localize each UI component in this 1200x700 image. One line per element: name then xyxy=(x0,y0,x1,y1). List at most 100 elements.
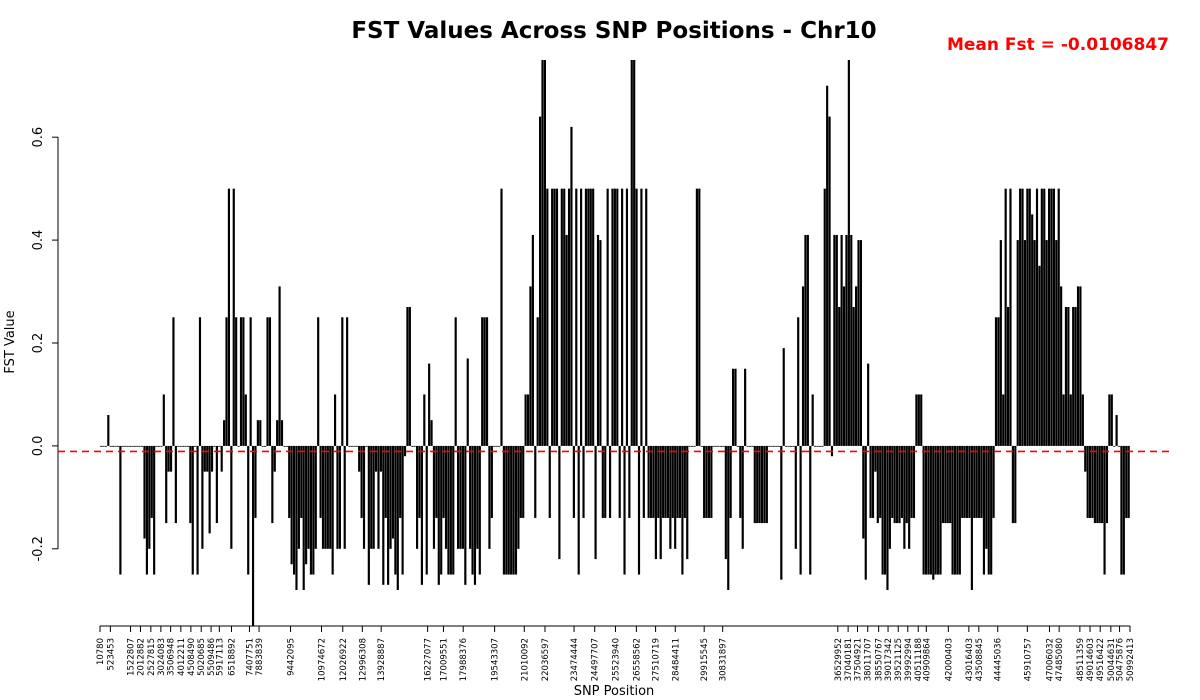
x-tick-label: 37040181 xyxy=(844,638,854,681)
fst-bar xyxy=(261,445,264,447)
fst-bar xyxy=(519,445,522,518)
fst-bar xyxy=(1088,445,1092,518)
fst-bar xyxy=(956,445,959,575)
fst-bar xyxy=(741,445,744,549)
fst-bar xyxy=(792,445,795,447)
fst-bar xyxy=(780,445,783,580)
fst-bar xyxy=(647,445,650,518)
x-tick-label: 16227077 xyxy=(424,638,434,681)
fst-bar xyxy=(589,188,592,446)
fst-bar xyxy=(1023,240,1027,446)
fst-bar xyxy=(773,445,776,447)
fst-bar xyxy=(727,445,730,590)
fst-bar xyxy=(1033,240,1036,446)
fst-bar xyxy=(633,60,636,446)
fst-bar xyxy=(384,445,387,518)
fst-bar xyxy=(266,317,269,446)
fst-bar xyxy=(116,445,120,447)
fst-bar xyxy=(225,317,228,446)
fst-bar xyxy=(965,445,969,518)
x-tick-label: 10974672 xyxy=(318,638,328,681)
fst-bar xyxy=(227,188,231,446)
fst-bar xyxy=(447,445,450,575)
fst-bar xyxy=(189,445,192,524)
fst-bar xyxy=(698,188,701,446)
fst-bar xyxy=(847,60,850,446)
fst-bar xyxy=(138,445,141,447)
fst-bar xyxy=(126,445,129,447)
fst-bar xyxy=(529,286,532,446)
fst-bar xyxy=(1060,286,1063,446)
fst-bar xyxy=(693,445,696,447)
fst-bar xyxy=(826,85,829,446)
fst-bar xyxy=(454,317,457,446)
fst-bar xyxy=(107,415,110,446)
fst-bar xyxy=(922,445,925,575)
fst-bar xyxy=(413,445,416,447)
fst-bar xyxy=(367,445,370,585)
fst-bar xyxy=(1069,394,1072,446)
fst-bar xyxy=(905,445,908,524)
fst-bar xyxy=(618,445,621,518)
fst-bar xyxy=(666,445,670,518)
fst-bar xyxy=(268,317,272,446)
fst-bar xyxy=(1105,445,1109,524)
fst-bar xyxy=(985,445,988,549)
fst-bar xyxy=(599,240,602,446)
fst-bar xyxy=(572,445,575,518)
fst-bar xyxy=(232,188,235,446)
fst-bar xyxy=(939,445,942,575)
x-tick-label: 4508490 xyxy=(187,638,197,676)
fst-bar xyxy=(283,445,286,447)
fst-bar xyxy=(760,445,764,524)
fst-bar xyxy=(1091,445,1094,518)
fst-bar xyxy=(507,445,510,575)
fst-bar xyxy=(336,445,339,549)
fst-bar xyxy=(990,445,993,575)
x-tick-label: 47485080 xyxy=(1055,638,1065,681)
fst-bar xyxy=(196,445,199,575)
fst-bar xyxy=(1028,188,1031,446)
fst-bar xyxy=(690,445,694,447)
fst-bar xyxy=(449,445,452,575)
fst-bar xyxy=(731,368,735,446)
fst-bar xyxy=(143,445,146,539)
fst-bar xyxy=(912,445,916,518)
fst-bar xyxy=(855,286,858,446)
fst-bar xyxy=(153,445,156,575)
x-tick-label: 21010092 xyxy=(520,638,530,681)
fst-bar xyxy=(1096,445,1099,524)
fst-bar xyxy=(613,188,616,446)
fst-bar xyxy=(809,445,812,575)
fst-bar xyxy=(758,445,761,524)
fst-bar xyxy=(331,445,334,575)
fst-bar xyxy=(1076,286,1080,446)
bars-group xyxy=(100,60,1130,626)
fst-bar xyxy=(751,445,754,447)
fst-bar xyxy=(736,445,739,447)
fst-bar xyxy=(1098,445,1101,524)
fst-bar xyxy=(461,445,464,549)
fst-bar xyxy=(133,445,136,447)
fst-bar xyxy=(425,445,428,575)
fst-bar xyxy=(338,445,341,549)
x-axis: 10780 523453 1522807 2012882 2527815 3024083 3… xyxy=(96,625,1136,681)
fst-bar xyxy=(536,317,539,446)
fst-bar xyxy=(254,445,257,518)
x-tick-label: 50992413 xyxy=(1126,638,1136,681)
fst-bar xyxy=(333,394,337,446)
fst-bar xyxy=(218,445,221,447)
fst-bar xyxy=(416,445,419,549)
fst-bar xyxy=(700,445,703,447)
fst-bar xyxy=(312,445,315,575)
fst-bar xyxy=(958,445,961,575)
fst-bar xyxy=(777,445,780,447)
fst-bar xyxy=(1031,214,1034,446)
fst-bar xyxy=(915,394,918,446)
fst-bar xyxy=(259,420,262,446)
fst-bar xyxy=(623,445,626,575)
fst-bar xyxy=(297,445,300,549)
x-tick-label: 50044631 xyxy=(1107,638,1117,681)
fst-bar xyxy=(201,445,204,549)
